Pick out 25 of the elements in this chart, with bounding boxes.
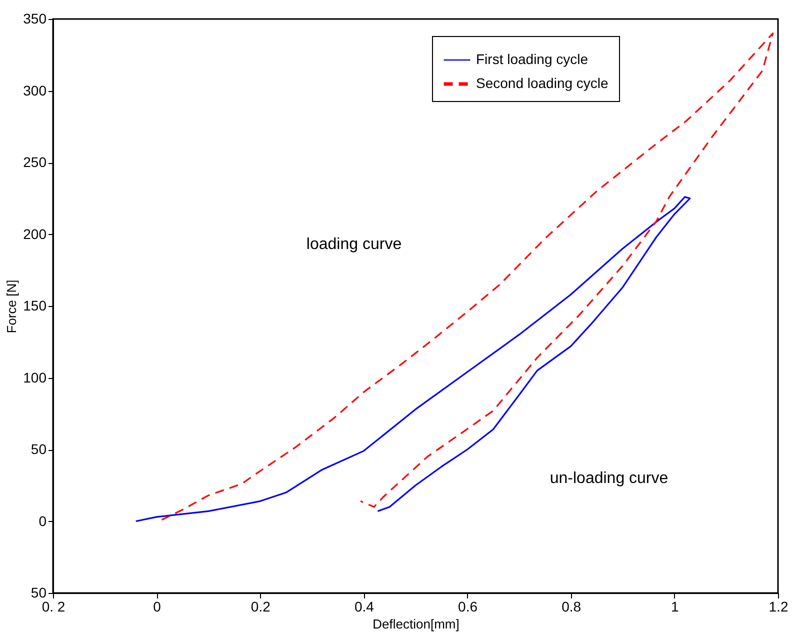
line-series bbox=[135, 196, 691, 522]
x-tick-label: 1.2 bbox=[768, 598, 788, 614]
x-axis-title: Deflection[mm] bbox=[372, 616, 460, 632]
y-tick-label: 0 bbox=[38, 512, 47, 529]
legend-label: First loading cycle bbox=[476, 51, 588, 67]
annotation: un-loading curve bbox=[550, 470, 668, 487]
y-tick-label: 300 bbox=[23, 82, 47, 98]
x-tick-label: 0.2 bbox=[250, 598, 271, 614]
x-tick-label: 0.6 bbox=[458, 598, 478, 614]
y-tick-label: 50 bbox=[30, 441, 47, 457]
x-tick-label: 0 bbox=[153, 598, 162, 614]
annotation: loading curve bbox=[306, 236, 402, 253]
y-tick-label: 100 bbox=[23, 369, 47, 386]
x-tick-label: 1 bbox=[671, 598, 680, 614]
x-tick-label: 0.4 bbox=[354, 598, 374, 614]
line-series bbox=[160, 32, 774, 521]
y-tick-label: 50 bbox=[30, 584, 47, 600]
x-tick-label: 0.8 bbox=[562, 598, 582, 614]
y-tick-label: 250 bbox=[23, 154, 47, 170]
y-tick-label: 350 bbox=[23, 10, 47, 26]
x-tick-label: 0. 2 bbox=[42, 598, 66, 614]
y-tick-label: 200 bbox=[23, 226, 47, 242]
y-axis-title: Force [N] bbox=[4, 280, 20, 334]
legend-label: Second loading cycle bbox=[476, 75, 609, 91]
y-tick-label: 150 bbox=[23, 298, 47, 314]
